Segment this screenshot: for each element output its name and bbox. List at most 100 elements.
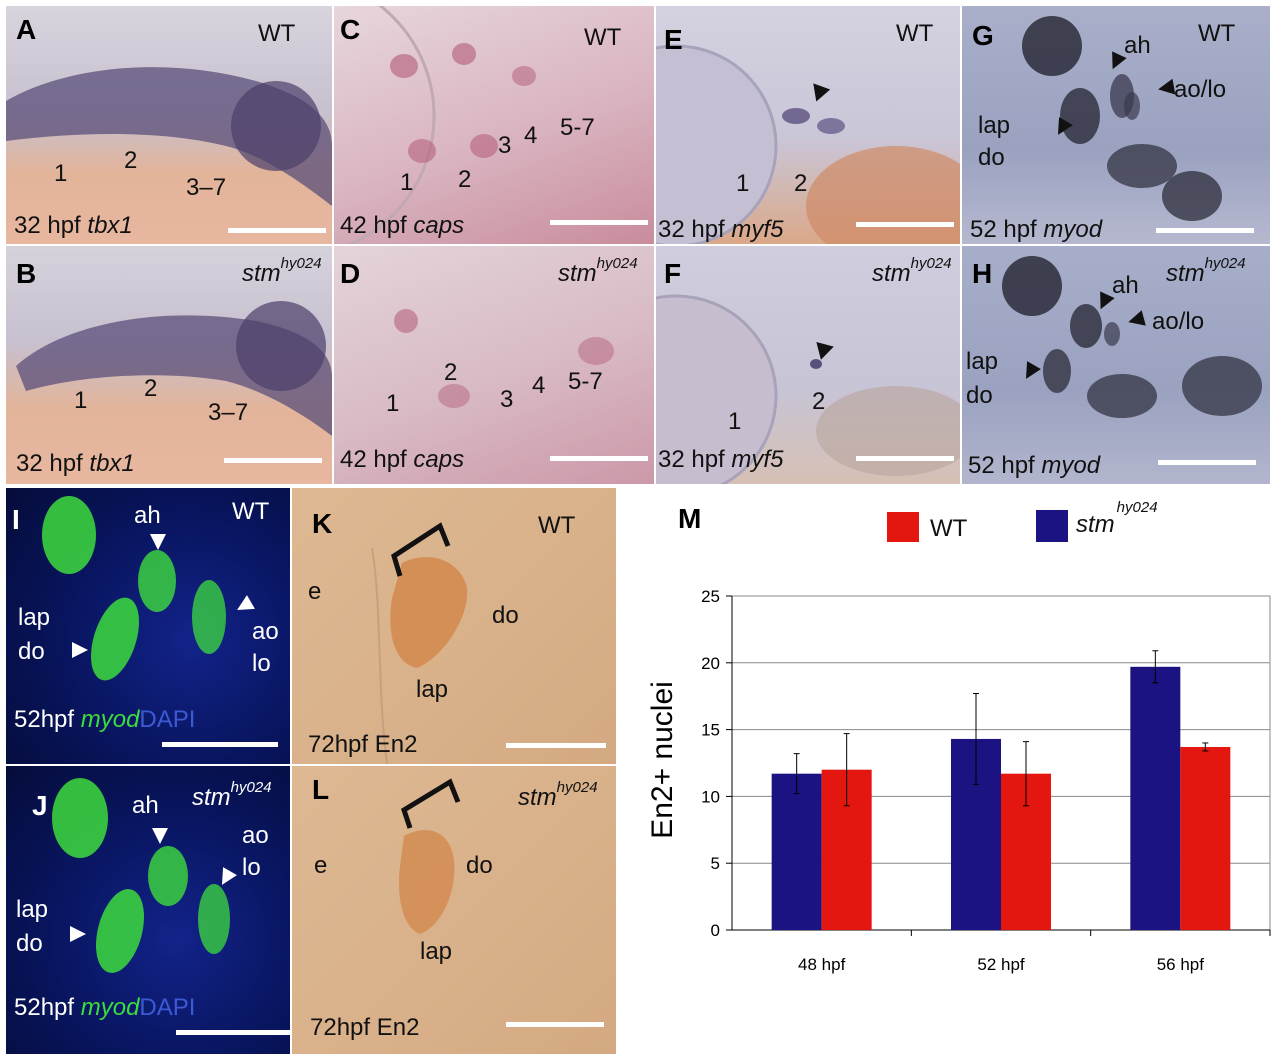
x-tick-label: 52 hpf [977,955,1025,974]
arrowhead [150,534,166,550]
panel-caption: 72hpf En2 [308,731,418,758]
bar [771,773,822,930]
tissue-label: do [492,602,519,629]
arch-label: 5-7 [560,114,595,141]
muscle-label: ah [132,792,159,819]
panel-a: A WT 1 2 3–7 32 hpf tbx1 [6,6,332,244]
gfp-signal [87,883,153,979]
x-tick-label: 48 hpf [798,955,846,974]
panel-letter: B [16,258,37,289]
y-tick-label: 15 [701,721,720,740]
arch-label: 4 [524,122,538,149]
condition-label: stmhy024 [242,255,322,287]
arch-label: 2 [124,147,138,174]
scale-bar [506,1022,604,1027]
chart-svg: M WT stmhy024 0 5 10 15 20 25 48 hpf 52 hpf 56 h… [646,499,1271,974]
arch-label: 5-7 [568,368,603,395]
embryo-stain [1022,16,1222,221]
tissue-label: e [308,578,322,605]
y-tick-label: 5 [711,854,720,873]
panel-letter: J [32,790,48,821]
muscle-label: lap [16,896,49,923]
muscle-label: lap [966,348,999,375]
condition-label: stmhy024 [518,779,598,811]
muscle-label: lap [978,112,1011,139]
scale-bar [856,456,954,461]
muscle-label: ao/lo [1174,76,1227,103]
panel-letter: E [664,24,683,55]
condition-label: stmhy024 [872,255,952,287]
panel-d: D stmhy024 1 2 3 4 5-7 42 hpf caps [334,246,654,484]
muscle-label: ah [134,502,161,529]
tissue-label: lap [416,676,449,703]
panel-letter: I [12,504,20,535]
panel-m-chart: M WT stmhy024 0 5 10 15 20 25 48 hpf 52 hpf 56 h… [610,490,1280,1059]
muscle-label: do [978,144,1005,171]
scale-bar [1156,228,1254,233]
legend-label-stm: stmhy024 [1076,499,1158,538]
arch-label: 1 [736,170,750,197]
gfp-signal [138,550,176,612]
arch-label: 1 [728,408,742,435]
panel-letter: G [972,20,994,51]
panel-caption: 32 hpf tbx1 [16,450,135,477]
arch-label: 2 [444,359,458,386]
muscle-label: lap [18,604,51,631]
muscle-label: lo [242,854,261,881]
tissue-label: do [466,852,493,879]
en2-stain [399,778,461,934]
condition-label: stmhy024 [192,779,272,811]
x-tick-label: 56 hpf [1157,955,1205,974]
panel-caption: 32 hpf myf5 [658,216,784,243]
arch-label: 2 [794,170,808,197]
y-tick-label: 10 [701,787,720,806]
plot-area: 0 5 10 15 20 25 48 hpf 52 hpf 56 hpf [701,587,1271,974]
muscle-label: do [18,638,45,665]
embryo-stain [656,294,960,484]
embryo-stain [656,44,960,244]
arch-label: 1 [74,387,88,414]
panel-caption: 32 hpf myf5 [658,446,784,473]
arch-label: 4 [532,372,546,399]
panel-f: F stmhy024 1 2 32 hpf myf5 [656,246,960,484]
scale-bar [1158,460,1256,465]
embryo-stain [394,309,614,408]
scale-bar [224,458,322,463]
scale-bar [176,1030,290,1035]
tissue-label: lap [420,938,453,965]
gfp-signal [148,846,188,906]
condition-label: stmhy024 [558,255,638,287]
condition-label: WT [584,24,622,51]
condition-label: stmhy024 [1166,255,1246,287]
legend-swatch-wt [887,512,919,542]
arrowhead [72,642,88,658]
panel-letter: F [664,258,682,289]
panel-g: G WT ah ao/lo lap do 52 hpf myod [962,6,1270,244]
muscle-label: ah [1124,32,1151,59]
arrowhead [1156,78,1176,98]
bar [1130,666,1181,930]
arch-label: 2 [144,375,158,402]
panel-caption: 52 hpf myod [970,216,1103,243]
gfp-signal [192,580,226,654]
panel-i: I WT ah lap do ao lo 52hpf myodDAPI [6,488,290,764]
arrowhead [152,828,168,844]
condition-label: WT [896,20,934,47]
bar [1180,746,1231,930]
arch-label: 1 [386,390,400,417]
y-tick-label: 20 [701,654,720,673]
panel-caption: 72hpf En2 [310,1014,420,1041]
panel-h: H stmhy024 ah ao/lo lap do 52 hpf myod [962,246,1270,484]
panel-letter: M [678,503,701,534]
arch-label: 3 [500,386,514,413]
muscle-label: lo [252,650,271,677]
gfp-signal [198,884,230,954]
panel-letter: C [340,14,361,45]
panel-letter: L [312,774,330,805]
panel-caption: 42 hpf caps [340,212,465,239]
gfp-signal [81,591,149,687]
arch-label: 3–7 [208,399,249,426]
arrowhead [70,926,86,942]
panel-caption: 52 hpf myod [968,452,1101,479]
tissue-label: e [314,852,328,879]
